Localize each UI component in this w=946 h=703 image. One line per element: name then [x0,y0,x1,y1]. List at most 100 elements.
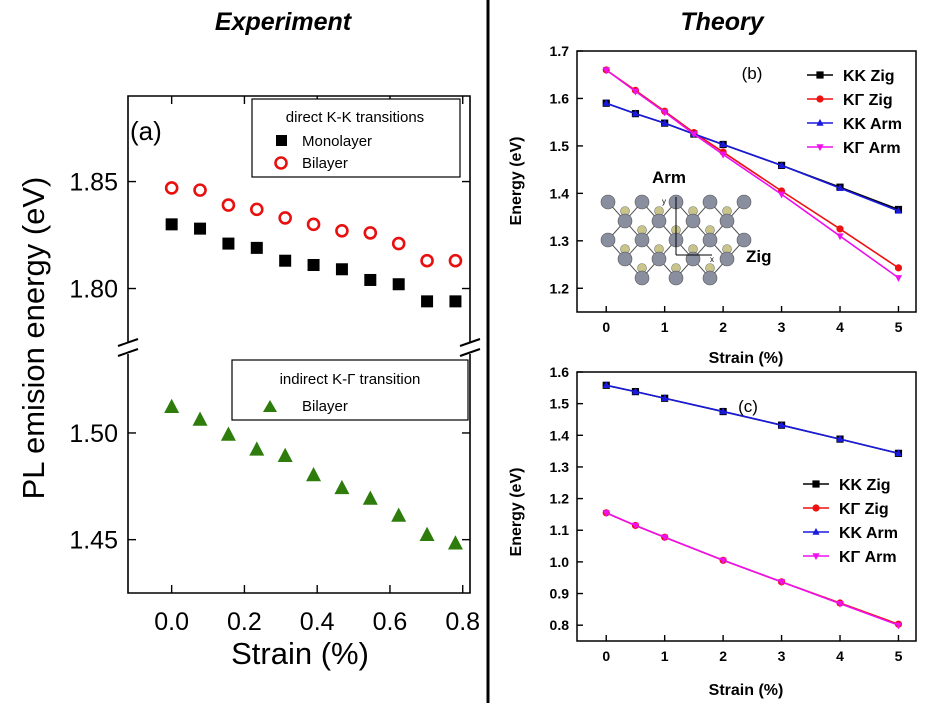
data-point-kg-arm [836,600,844,608]
data-point-kk-arm [777,161,786,169]
panel-b-xtick-label: 1 [661,319,669,335]
panel-a-ytick-label: 1.85 [69,169,118,197]
legend-monolayer-label: Monolayer [302,133,372,150]
data-point-monolayer [222,237,235,250]
data-point-monolayer [335,263,348,276]
legend-label-kg-arm: KΓ Arm [843,140,901,157]
legend-bilayer-marker [274,156,288,170]
panel-a-frame-top [127,95,471,342]
panel-b-ytick-label: 1.5 [550,138,570,154]
inset-axis-x-letter: x [710,255,714,264]
lattice-atom-large [736,194,752,210]
data-point-indirect-bilayer [419,526,435,542]
panel-c-ytick-label: 1.6 [550,364,570,380]
data-point-bilayer [306,217,321,232]
lattice-atom-large [617,251,633,267]
legend-marker-kg-zig [816,95,824,103]
panel-a-xtick-label: 0.6 [373,608,408,636]
inset-label-zig: Zig [746,247,772,266]
series-line-kk-arm [605,102,899,212]
data-point-monolayer [364,273,377,286]
data-point-kg-zig [894,264,903,272]
panel-c-ytick-label: 1.5 [550,396,570,412]
lattice-atom-large [651,213,667,229]
panel-b-legend: KK Zig KΓ Zig KK Arm KΓ Arm [807,68,902,157]
data-point-monolayer [194,222,207,235]
legend-marker-kk-zig [812,480,820,488]
lattice-atom-large [600,232,616,248]
legend-label-kk-arm: KK Arm [843,116,902,133]
panel-b-xtick-label: 0 [602,319,610,335]
panel-c-xtick-label: 0 [602,648,610,664]
legend-lower-bilayer-label: Bilayer [302,398,348,415]
data-point-bilayer [193,183,207,197]
data-point-monolayer [421,295,434,308]
data-point-kk-arm [894,206,903,214]
panel-c-ytick-label: 1.1 [550,522,570,538]
panel-b-xtick-label: 5 [895,319,903,335]
data-point-monolayer [165,218,178,231]
panel-b-frame [576,50,917,313]
panel-c-ytick-label: 1.3 [550,459,570,475]
data-point-bilayer [391,236,406,251]
data-point-indirect-bilayer [164,398,180,413]
lattice-atom-large [685,213,701,229]
panel-c-label: (c) [738,397,758,416]
legend-lower-title: indirect K-Γ transition [280,371,421,388]
lattice-atom-large [719,251,735,267]
lattice-atom-large [702,232,718,248]
data-point-kg-arm [777,191,786,199]
data-point-kk-arm [631,109,640,117]
legend-upper-title: direct K-K transitions [286,109,424,126]
panel-a-ylabel: PL emision energy (eV) [16,177,51,500]
data-point-kg-arm [894,275,903,282]
panel-b-ylabel: Energy (eV) [508,137,525,226]
legend-label-kk-arm: KK Arm [839,525,898,542]
data-point-indirect-bilayer [306,467,322,482]
series-line-kk-arm [606,384,899,455]
panel-c-chart: 0 1 2 3 4 5 0.8 0.9 1.0 1.1 1.2 1.3 1.4 1.5 1.6 (c) KK… [508,364,917,699]
panel-b-ytick-label: 1.7 [550,43,570,59]
panel-a-ytick-label: 1.80 [69,276,118,304]
panel-c-frame [576,371,917,642]
axis-break-right [459,338,481,357]
panel-c-ylabel: Energy (eV) [508,468,525,557]
panel-b-ytick-label: 1.4 [550,185,570,201]
data-point-kg-arm [719,151,727,159]
panel-c-ytick-label: 1.2 [550,491,570,507]
data-point-bilayer [335,223,349,238]
legend-marker-kg-arm [812,553,820,561]
data-point-monolayer [449,295,462,308]
legend-label-kk-zig: KK Zig [843,68,895,85]
data-point-indirect-bilayer [447,535,463,550]
legend-marker-kk-zig [816,71,824,79]
data-point-kk-arm [719,140,727,148]
data-point-monolayer [392,278,405,291]
data-point-kg-arm [894,622,903,630]
inset-label-arm: Arm [652,168,686,187]
data-point-bilayer [448,253,463,268]
panel-a-chart: 0.0 0.2 0.4 0.6 0.8 1.80 1.85 1.45 1.50 (a) dire… [16,95,481,671]
data-point-bilayer [249,202,264,217]
data-point-kg-arm [631,88,640,96]
heading-theory: Theory [680,8,764,36]
data-point-kg-arm [661,109,669,117]
panel-a-xtick-label: 0.0 [154,608,189,636]
data-point-bilayer [278,211,292,225]
data-point-indirect-bilayer [192,411,208,426]
data-point-kg-arm [631,522,640,530]
data-point-kk-arm [719,407,727,415]
panel-c-xtick-label: 3 [778,648,786,664]
panel-b-xtick-label: 4 [836,319,844,335]
axis-break-left [117,338,139,357]
data-point-indirect-bilayer [277,447,293,463]
panel-c-ytick-label: 0.9 [550,586,570,602]
panel-a-ytick-label: 1.45 [69,527,118,555]
panel-a-ytick-label: 1.50 [69,420,118,448]
legend-marker-kg-arm [816,144,824,152]
panel-b-ytick-label: 1.2 [550,280,570,296]
lattice-atom-large [685,251,701,267]
panel-c-xtick-label: 1 [661,648,669,664]
data-point-kg-arm [719,557,727,565]
